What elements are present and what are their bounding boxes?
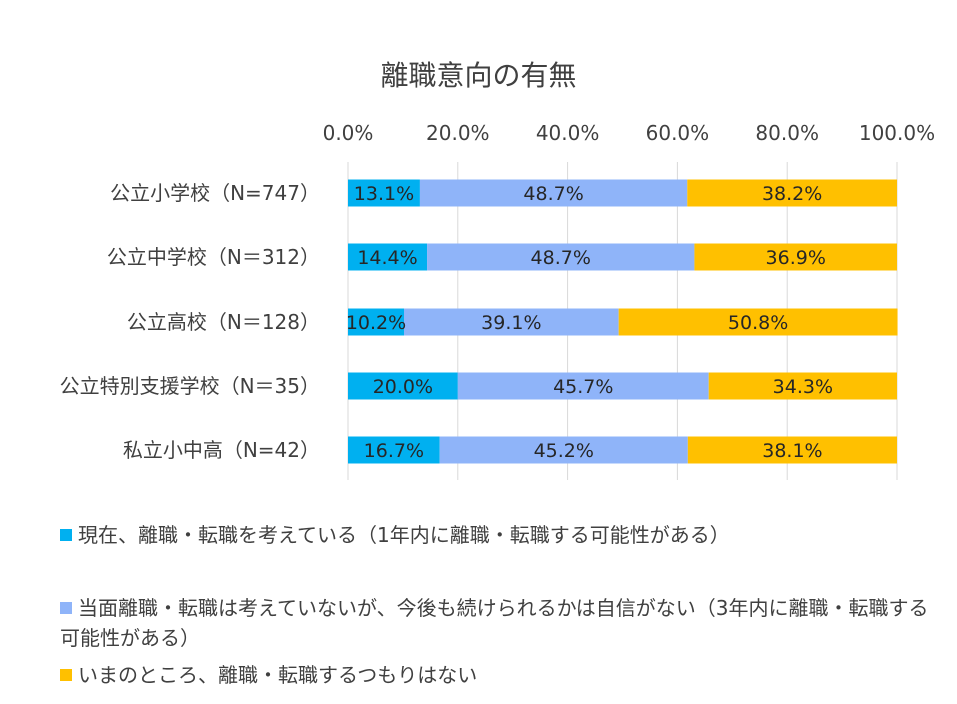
bar-s1-c2 (403, 308, 619, 336)
bar-s1-c4 (439, 436, 688, 464)
category-labels: 公立小学校（N=747） 公立中学校（N＝312） 公立高校（N＝128） 公立特別支… (60, 181, 320, 462)
data-label-s0-c4: 16.7% (364, 440, 424, 462)
data-label-s2-c4: 38.1% (762, 440, 822, 462)
data-label-s1-c3: 45.7% (553, 376, 613, 398)
bar-s0-c4 (348, 436, 440, 464)
x-tick-labels: 0.0% 20.0% 40.0% 60.0% 80.0% 100.0% (323, 121, 936, 145)
x-tick-label-2: 40.0% (536, 121, 600, 145)
bars (348, 179, 898, 464)
data-label-s0-c0: 13.1% (354, 183, 414, 205)
legend-item-1: 現在、離職・転職を考えている（1年内に離職・転職する可能性がある） (60, 520, 930, 550)
bar-s2-c0 (687, 179, 897, 207)
data-label-s2-c1: 36.9% (766, 247, 826, 269)
bar-s0-c1 (348, 243, 428, 271)
category-label-0: 公立小学校（N=747） (110, 181, 320, 205)
bar-s1-c0 (419, 179, 688, 207)
bar-s2-c2 (618, 308, 898, 336)
bar-s0-c3 (348, 372, 458, 400)
bar-s1-c1 (427, 243, 695, 271)
chart-title: 離職意向の有無 (380, 59, 577, 92)
data-label-s1-c2: 39.1% (481, 312, 541, 334)
category-label-2: 公立高校（N＝128） (127, 310, 320, 334)
x-tick-label-0: 0.0% (323, 121, 374, 145)
data-label-s1-c4: 45.2% (534, 440, 594, 462)
data-label-s1-c0: 48.7% (523, 183, 583, 205)
data-label-s2-c3: 34.3% (773, 376, 833, 398)
legend-label-3: いまのところ、離職・転職するつもりはない (78, 663, 478, 687)
x-tick-label-3: 60.0% (646, 121, 710, 145)
legend-swatch-2 (60, 602, 72, 614)
data-label-s1-c1: 48.7% (531, 247, 591, 269)
bar-s0-c0 (348, 179, 420, 207)
data-label-s0-c1: 14.4% (357, 247, 417, 269)
x-tick-label-5: 100.0% (859, 121, 935, 145)
data-label-s2-c0: 38.2% (762, 183, 822, 205)
legend-item-2: 当面離職・転職は考えていないが、今後も続けられるかは自信がない（3年内に離職・転… (60, 593, 930, 653)
legend-swatch-1 (60, 529, 72, 541)
category-label-1: 公立中学校（N＝312） (107, 245, 320, 269)
data-label-s0-c2: 10.2% (346, 312, 406, 334)
data-label-s2-c2: 50.8% (728, 312, 788, 334)
bar-s2-c3 (708, 372, 897, 400)
category-label-4: 私立小中高（N=42） (123, 438, 320, 462)
bar-s1-c3 (457, 372, 709, 400)
x-tick-label-4: 80.0% (755, 121, 819, 145)
legend-swatch-3 (60, 669, 72, 681)
legend-label-2: 当面離職・転職は考えていないが、今後も続けられるかは自信がない（3年内に離職・転… (60, 596, 929, 650)
legend-label-1: 現在、離職・転職を考えている（1年内に離職・転職する可能性がある） (78, 523, 730, 547)
bar-s2-c4 (687, 436, 897, 464)
data-labels: 13.1% 48.7% 38.2% 14.4% 48.7% 36.9% 10.2% 39.1%… (346, 183, 833, 462)
legend-item-3: いまのところ、離職・転職するつもりはない (60, 660, 930, 690)
category-label-3: 公立特別支援学校（N＝35） (60, 374, 320, 398)
data-label-s0-c3: 20.0% (373, 376, 433, 398)
bar-s2-c1 (694, 243, 897, 271)
x-tick-label-1: 20.0% (426, 121, 490, 145)
bar-s0-c2 (348, 308, 404, 336)
